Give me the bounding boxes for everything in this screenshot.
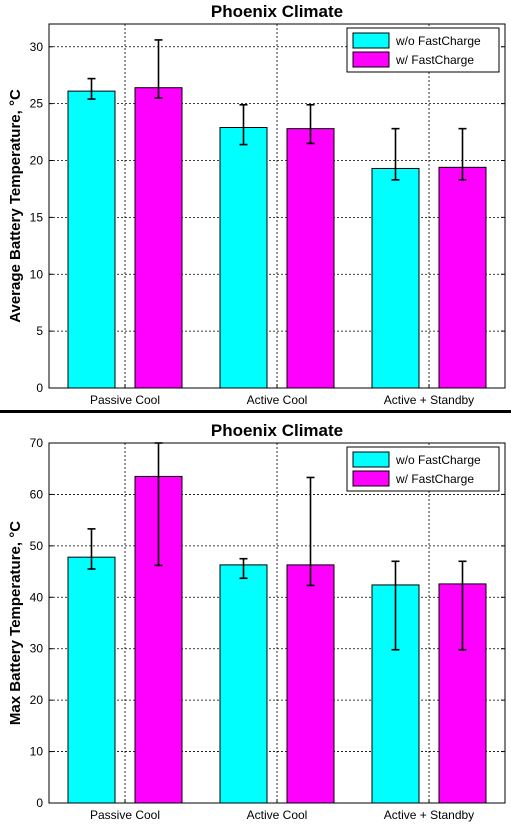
- chart-title: Phoenix Climate: [211, 421, 343, 440]
- bar: [219, 127, 268, 389]
- y-tick-label: 25: [30, 97, 44, 111]
- x-tick-label: Active + Standby: [384, 808, 474, 822]
- legend-swatch: [352, 451, 390, 468]
- average-temperature-chart-panel: 0 5 10 15 20 25 30 Passive Cool Active Cool Activ…: [0, 0, 511, 410]
- bar: [134, 87, 183, 389]
- max-temperature-chart-panel: 0 10 20 30 40 50 60 70 Passive Cool Active Cool Ac…: [0, 413, 511, 826]
- x-tick-label: Passive Cool: [90, 393, 160, 407]
- y-axis-label: Average Battery Temperature, °C: [7, 89, 24, 323]
- x-tick-label: Passive Cool: [90, 808, 160, 822]
- legend-swatch: [352, 32, 390, 49]
- y-tick-label: 10: [30, 267, 44, 281]
- panel-separator: [0, 410, 511, 413]
- bar: [286, 128, 335, 389]
- y-tick-label: 15: [30, 210, 44, 224]
- y-tick-label: 0: [36, 796, 43, 810]
- y-tick-label: 30: [30, 40, 44, 54]
- legend-swatch: [352, 470, 390, 487]
- bar: [286, 564, 335, 804]
- x-tick-label: Active Cool: [247, 808, 308, 822]
- y-tick-label: 30: [30, 642, 44, 656]
- legend-label: w/ FastCharge: [395, 53, 474, 67]
- chart-svg: 0 10 20 30 40 50 60 70 Passive Cool Active Cool Ac…: [7, 421, 506, 822]
- bar: [438, 166, 487, 389]
- bar: [67, 90, 116, 389]
- y-tick-label: 70: [30, 436, 44, 450]
- y-tick-label: 60: [30, 487, 44, 501]
- legend-label: w/ FastCharge: [395, 472, 474, 486]
- legend-label: w/o FastCharge: [395, 453, 481, 467]
- y-tick-label: 20: [30, 154, 44, 168]
- y-tick-label: 5: [36, 324, 43, 338]
- legend-swatch: [352, 51, 390, 68]
- chart-svg: 0 5 10 15 20 25 30 Passive Cool Active Cool Activ…: [7, 2, 506, 407]
- bar: [371, 167, 420, 389]
- y-tick-label: 50: [30, 539, 44, 553]
- legend-label: w/o FastCharge: [395, 34, 481, 48]
- bar: [67, 556, 116, 804]
- x-tick-label: Active Cool: [247, 393, 308, 407]
- x-tick-label: Active + Standby: [384, 393, 474, 407]
- chart-title: Phoenix Climate: [211, 2, 343, 21]
- y-tick-label: 20: [30, 693, 44, 707]
- bar: [219, 564, 268, 804]
- y-tick-label: 10: [30, 745, 44, 759]
- y-axis-label: Max Battery Temperature, °C: [7, 521, 24, 725]
- y-tick-label: 40: [30, 590, 44, 604]
- y-tick-label: 0: [36, 381, 43, 395]
